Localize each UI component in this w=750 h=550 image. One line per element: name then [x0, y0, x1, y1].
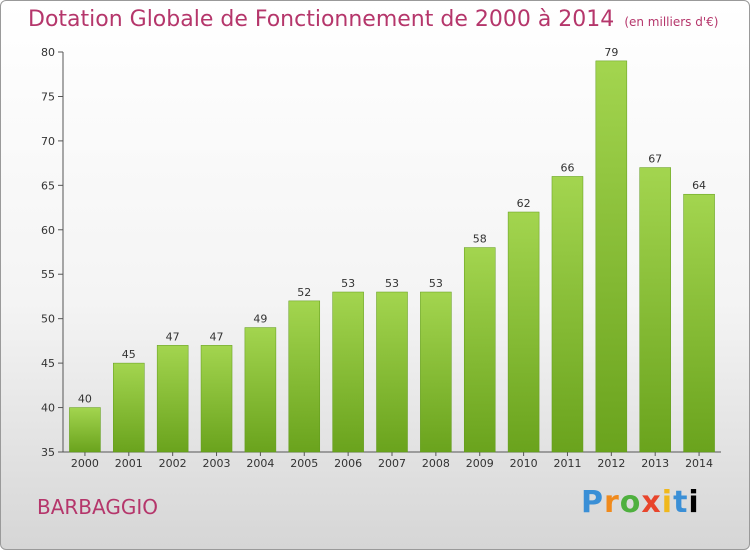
bar-2001	[113, 362, 145, 453]
value-label-2006: 53	[341, 277, 355, 290]
bar-chart: 35 40 45 50 55 60 65 70 75 80 2000 2001 2002 2003 2004…	[41, 46, 721, 470]
value-label-2014: 64	[692, 179, 706, 192]
y-tick-label: 35	[41, 446, 55, 459]
bar-2014	[683, 193, 715, 453]
x-tick-label-2014: 2014	[685, 457, 713, 470]
logo-letter: x	[641, 485, 662, 520]
bar-2009	[463, 247, 496, 453]
x-tick-label-2009: 2009	[466, 457, 494, 470]
x-tick-label-2008: 2008	[422, 457, 450, 470]
x-tick-label-2002: 2002	[159, 457, 187, 470]
logo-letter: P	[581, 485, 604, 520]
value-label-2003: 47	[210, 330, 224, 343]
value-label-2004: 49	[253, 313, 267, 326]
bar-2008	[420, 291, 452, 453]
bar-2005	[288, 300, 321, 453]
bar-2013	[639, 167, 671, 453]
value-label-2008: 53	[429, 277, 443, 290]
logo-letter: o	[619, 485, 642, 520]
x-tick-label-2003: 2003	[203, 457, 231, 470]
bar-2000	[69, 407, 101, 453]
y-tick-label: 40	[41, 402, 55, 415]
title-text: Dotation Globale de Fonctionnement de 20…	[28, 7, 615, 32]
logo-letter: i	[688, 485, 700, 520]
x-tick-label-2011: 2011	[553, 457, 581, 470]
logo-letter: t	[673, 485, 689, 520]
value-label-2011: 66	[560, 161, 574, 174]
y-tick-label: 45	[41, 357, 55, 370]
x-tick-label-2010: 2010	[510, 457, 538, 470]
bar-2007	[376, 291, 408, 453]
x-tick-label-2004: 2004	[246, 457, 274, 470]
y-tick-label: 80	[41, 46, 55, 59]
value-label-2010: 62	[517, 197, 531, 210]
x-tick-label-2001: 2001	[115, 457, 143, 470]
bar-2006	[332, 291, 364, 453]
commune-name: BARBAGGIO	[37, 495, 158, 519]
logo-letter: r	[604, 485, 620, 520]
y-tick-label: 65	[41, 179, 55, 192]
value-label-2009: 58	[473, 233, 487, 246]
bar-2011	[551, 176, 584, 453]
value-label-2005: 52	[297, 286, 311, 299]
y-tick-label: 60	[41, 224, 55, 237]
y-tick-label: 50	[41, 313, 55, 326]
bar-2012	[595, 60, 628, 453]
value-label-2002: 47	[166, 330, 180, 343]
bar-2002	[156, 345, 189, 453]
bar-2010	[507, 211, 540, 453]
x-tick-label-2007: 2007	[378, 457, 406, 470]
y-tick-label: 70	[41, 135, 55, 148]
y-tick-label: 75	[41, 90, 55, 103]
bar-2004	[244, 327, 277, 453]
value-label-2000: 40	[78, 393, 92, 406]
proxiti-logo: Proxiti	[581, 485, 700, 520]
logo-letter: i	[661, 485, 674, 520]
bar-2003	[200, 345, 233, 453]
value-label-2007: 53	[385, 277, 399, 290]
x-tick-label-2005: 2005	[290, 457, 318, 470]
chart-subtitle: (en milliers d'€)	[624, 15, 719, 29]
x-tick-label-2012: 2012	[597, 457, 625, 470]
x-tick-label-2000: 2000	[71, 457, 99, 470]
value-label-2012: 79	[604, 46, 618, 59]
bars: 40 45 47 47 49 52 53 53 53 58 62 66 79 67 64	[69, 46, 715, 453]
x-tick-label-2006: 2006	[334, 457, 362, 470]
value-label-2001: 45	[122, 348, 136, 361]
chart-title: Dotation Globale de Fonctionnement de 20…	[28, 7, 718, 32]
y-tick-label: 55	[41, 268, 55, 281]
axes: 35 40 45 50 55 60 65 70 75 80 2000 2001 2002 2003 2004…	[41, 46, 721, 470]
x-tick-label-2013: 2013	[641, 457, 669, 470]
value-label-2013: 67	[648, 153, 662, 166]
